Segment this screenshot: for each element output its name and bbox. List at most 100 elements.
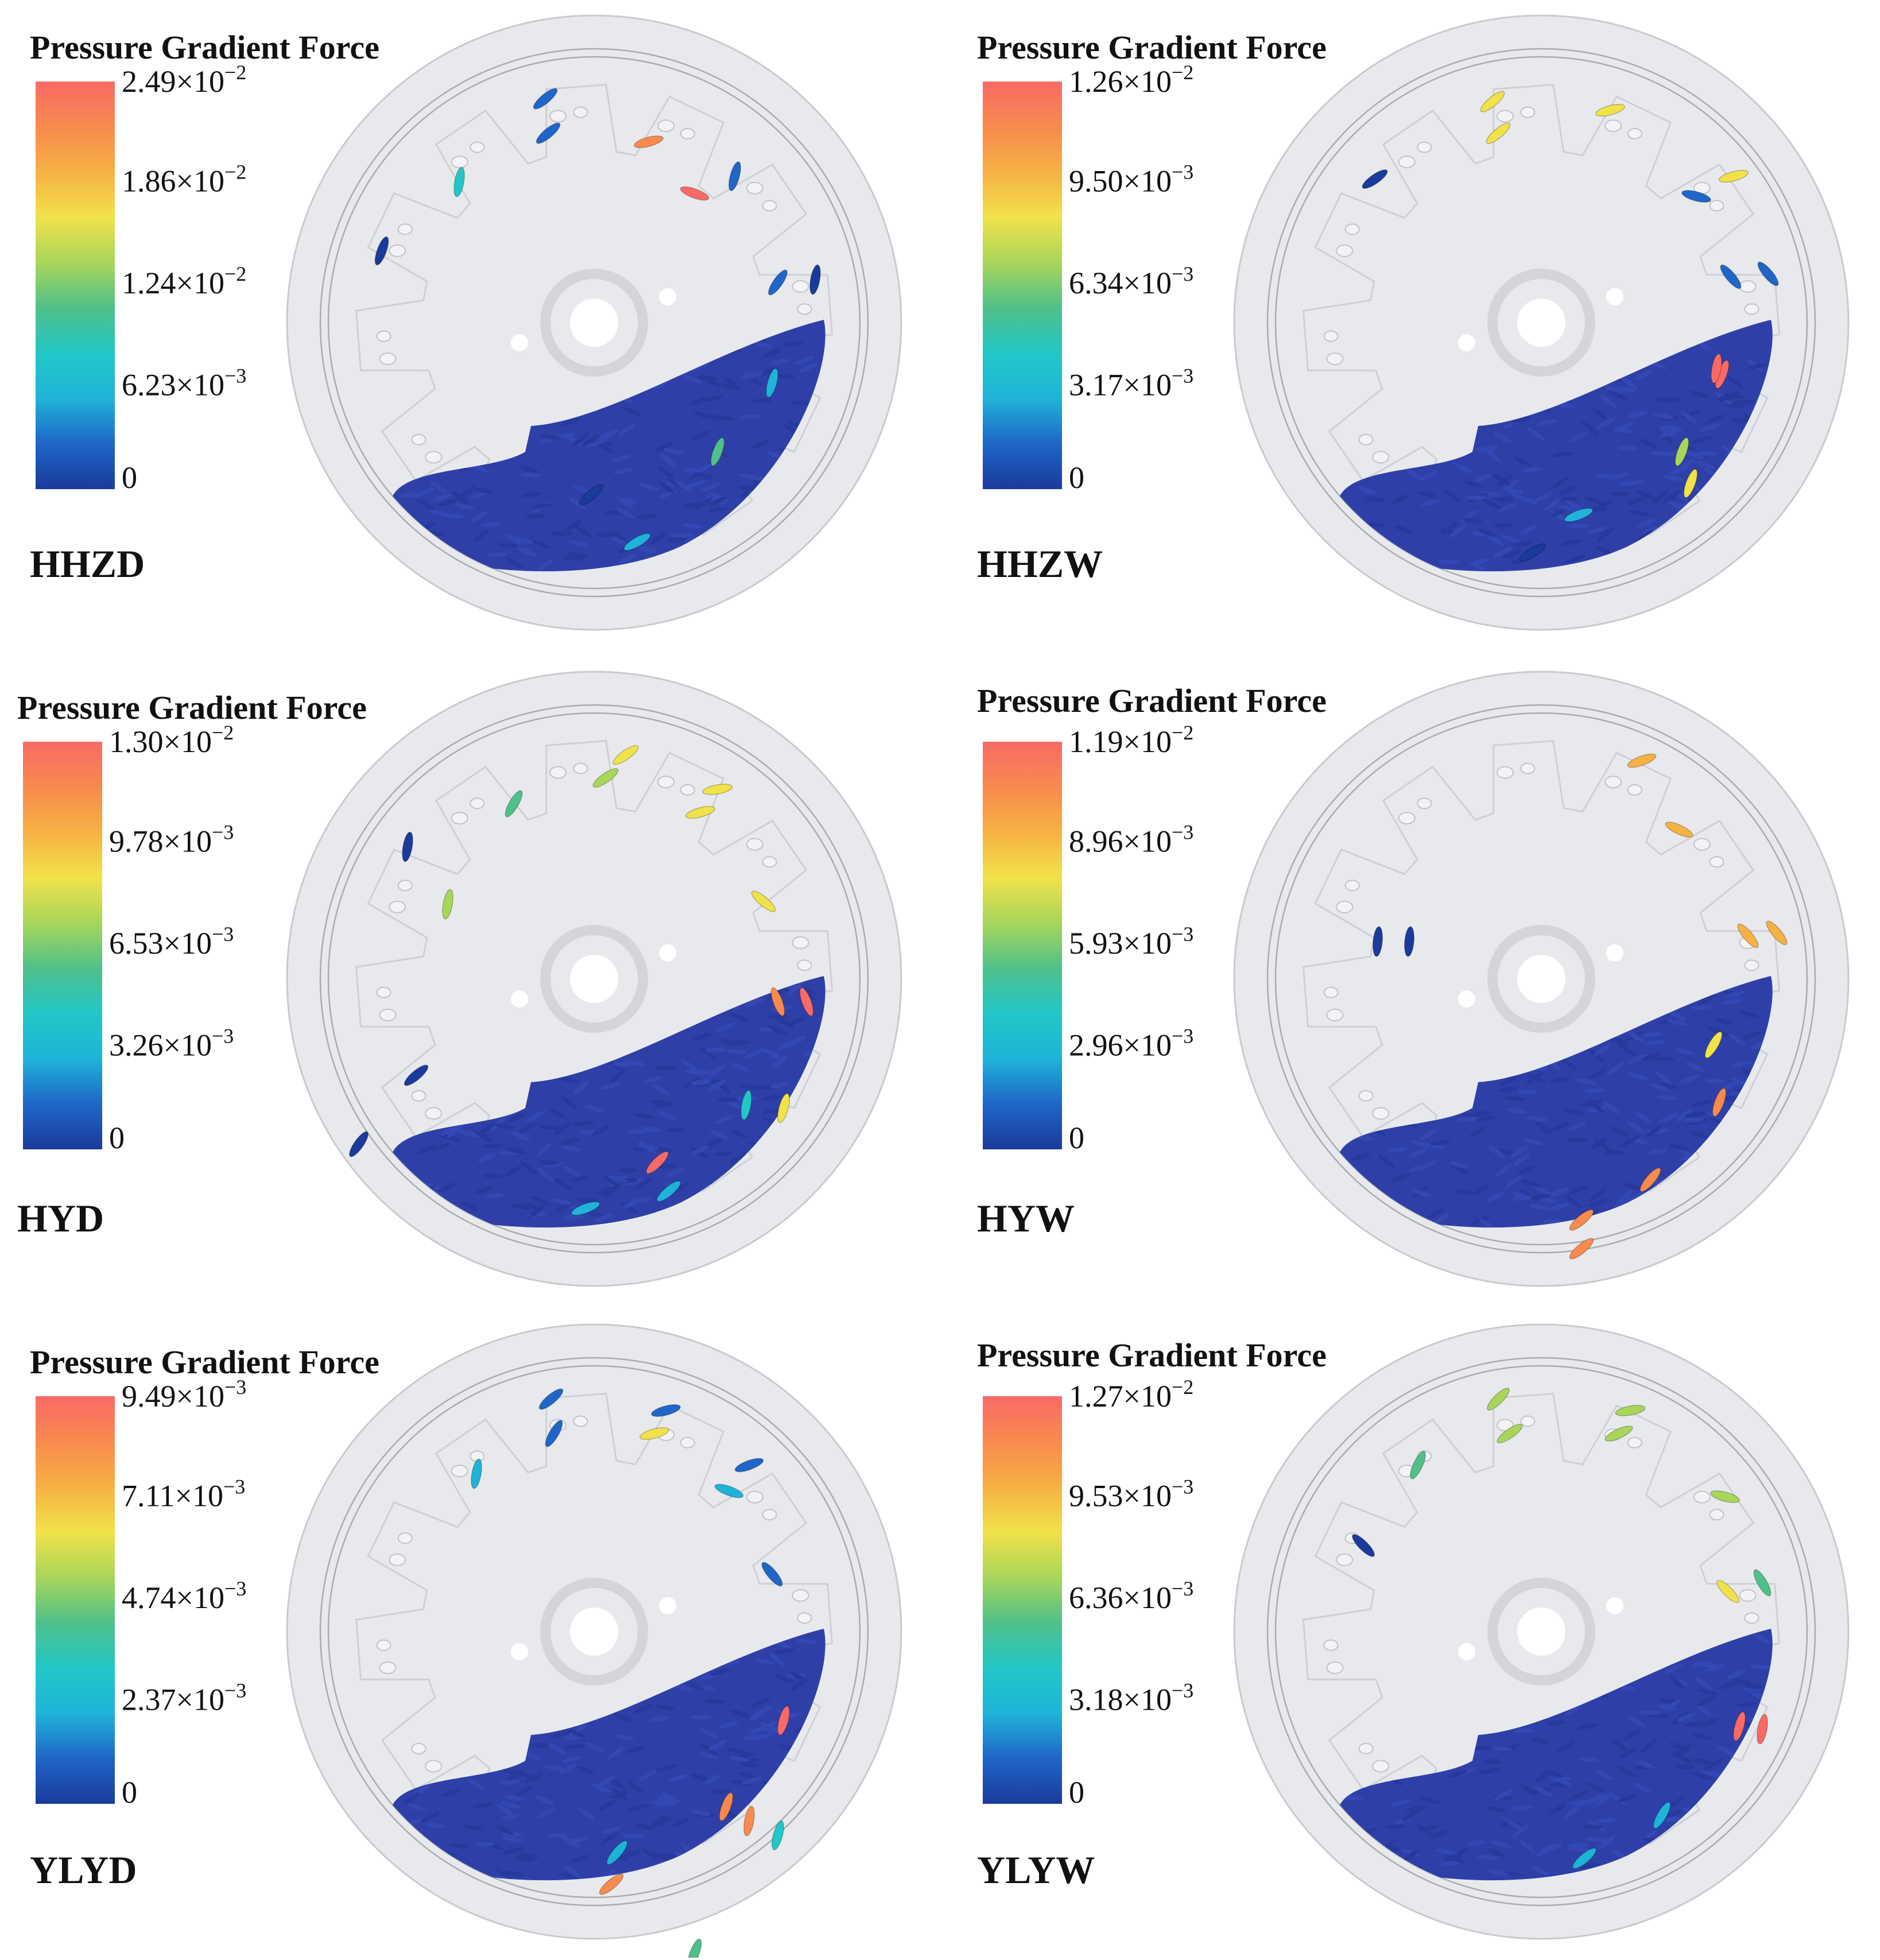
seed-particle-in-bed [1711, 353, 1722, 384]
colorbar-tick-label: 9.49×10−3 [122, 1376, 246, 1413]
panel-label: HHZW [977, 542, 1103, 586]
seed-particle-in-bed [710, 437, 725, 467]
seed-particle-in-bed [777, 1706, 790, 1736]
colorbar-tick-label: 1.26×10−2 [1069, 61, 1193, 99]
seed-particle-in-bed [719, 1792, 734, 1822]
seed-particle [1595, 104, 1625, 117]
seed-particle [1627, 753, 1657, 768]
seed-particle-in-bed [1733, 1711, 1746, 1741]
seed-particle [772, 1820, 784, 1850]
colorbar-tick-label: 2.37×10−3 [122, 1679, 246, 1717]
seed-particle [1410, 1451, 1426, 1479]
seed-particle-in-bed [1572, 1847, 1597, 1869]
seed-particle [1497, 1423, 1523, 1444]
legend-title: Pressure Gradient Force [30, 29, 379, 66]
seed-particle [1737, 923, 1759, 948]
seed-particle-in-bed [623, 533, 651, 551]
colorbar-tick-label: 0 [122, 1775, 137, 1810]
colorbar-tick-label: 6.53×10−3 [109, 923, 234, 960]
colorbar-tick-label: 8.96×10−3 [1069, 821, 1193, 859]
seed-particle [348, 1131, 369, 1157]
colorbar-tick-label: 3.26×10−3 [109, 1025, 234, 1063]
panel-ylyd: Pressure Gradient Force 9.49×10−3 7.11×10−… [0, 1315, 933, 1960]
seed-particle [1753, 1569, 1772, 1597]
colorbar [36, 1396, 115, 1804]
seed-particle-in-bed [1519, 543, 1546, 561]
seed-particle [1372, 926, 1383, 957]
seed-particle-in-bed [579, 484, 604, 506]
seed-particle [734, 1458, 764, 1473]
seed-particle [714, 1483, 744, 1498]
seed-particle-in-bed [646, 1151, 669, 1174]
seed-particle [639, 1427, 669, 1440]
panel-ylyw: Pressure Gradient Force 1.27×10−2 9.53×10−… [947, 1315, 1880, 1958]
legend-title: Pressure Gradient Force [30, 1343, 379, 1381]
seed-particle [592, 768, 619, 788]
colorbar-tick-label: 9.50×10−3 [1069, 161, 1193, 199]
colorbar-tick-label: 6.23×10−3 [122, 365, 246, 402]
legend-title: Pressure Gradient Force [977, 29, 1327, 66]
seed-particle [702, 784, 733, 795]
seed-particle [442, 889, 453, 920]
seed-particle [536, 122, 561, 144]
legend-title: Pressure Gradient Force [17, 689, 367, 726]
seed-particle-in-bed [741, 1090, 752, 1121]
seed-particle-in-bed [599, 1873, 624, 1895]
colorbar-tick-label: 0 [122, 460, 137, 495]
legend-title: Pressure Gradient Force [977, 1337, 1327, 1374]
panel-hhzw: Pressure Gradient Force 1.26×10−2 9.50×10−… [947, 0, 1880, 643]
seed-particle [1352, 1534, 1375, 1557]
seed-particle [1681, 190, 1711, 203]
seed-particle-in-bed [656, 1180, 681, 1202]
seed-particle [1719, 170, 1749, 183]
colorbar-tick-label: 0 [109, 1121, 125, 1155]
seed-particle-in-bed [1683, 468, 1698, 498]
seed-particle-in-bed [1704, 1031, 1723, 1059]
colorbar-tick-label: 4.74×10−3 [122, 1577, 246, 1615]
seed-particle [634, 135, 664, 148]
seed-particle [1615, 1405, 1646, 1416]
seed-particle [404, 1064, 429, 1086]
seed-particle [1604, 1426, 1633, 1442]
colorbar-tick-label: 6.34×10−3 [1069, 262, 1193, 300]
panel-hyd: Pressure Gradient Force 1.30×10−2 9.78×10−… [0, 660, 933, 1303]
seed-particle [751, 890, 776, 912]
panel-label: HYW [977, 1196, 1075, 1240]
seed-particle-in-bed [1639, 1167, 1661, 1192]
seed-particle-in-bed [1569, 1209, 1594, 1231]
seed-particle [1404, 926, 1415, 957]
colorbar-tick-label: 1.86×10−2 [122, 161, 246, 199]
panel-label: YLYW [977, 1848, 1095, 1892]
seed-particle-in-bed [1712, 1087, 1727, 1117]
seed-particle-in-bed [1674, 437, 1689, 467]
seed-particle [770, 987, 785, 1017]
colorbar-tick-label: 1.30×10−2 [109, 721, 234, 759]
panel-label: HYD [17, 1196, 104, 1240]
colorbar-tick-label: 0 [1069, 460, 1084, 495]
seed-particle [374, 236, 389, 266]
seed-particle [453, 166, 465, 197]
seed-particle [685, 806, 715, 819]
seed-particle [1720, 264, 1742, 289]
panel-label: HHZD [30, 542, 145, 586]
colorbar-tick-label: 0 [1069, 1775, 1084, 1810]
seed-particle-in-bed [1653, 1802, 1671, 1829]
seed-particle [545, 1420, 563, 1447]
seed-particle [402, 831, 413, 862]
colorbar-tick-label: 5.93×10−3 [1069, 923, 1193, 960]
seed-particle [471, 1458, 482, 1489]
seed-particle [1710, 1490, 1740, 1503]
seed-particle [809, 264, 821, 295]
colorbar-tick-label: 1.27×10−2 [1069, 1376, 1193, 1413]
colorbar-tick-label: 6.36×10−3 [1069, 1577, 1193, 1615]
colorbar-tick-label: 1.19×10−2 [1069, 721, 1193, 759]
seed-particle [1716, 1580, 1739, 1603]
colorbar [23, 742, 102, 1149]
colorbar-tick-label: 7.11×10−3 [122, 1475, 245, 1513]
colorbar-tick-label: 2.96×10−3 [1069, 1025, 1193, 1063]
